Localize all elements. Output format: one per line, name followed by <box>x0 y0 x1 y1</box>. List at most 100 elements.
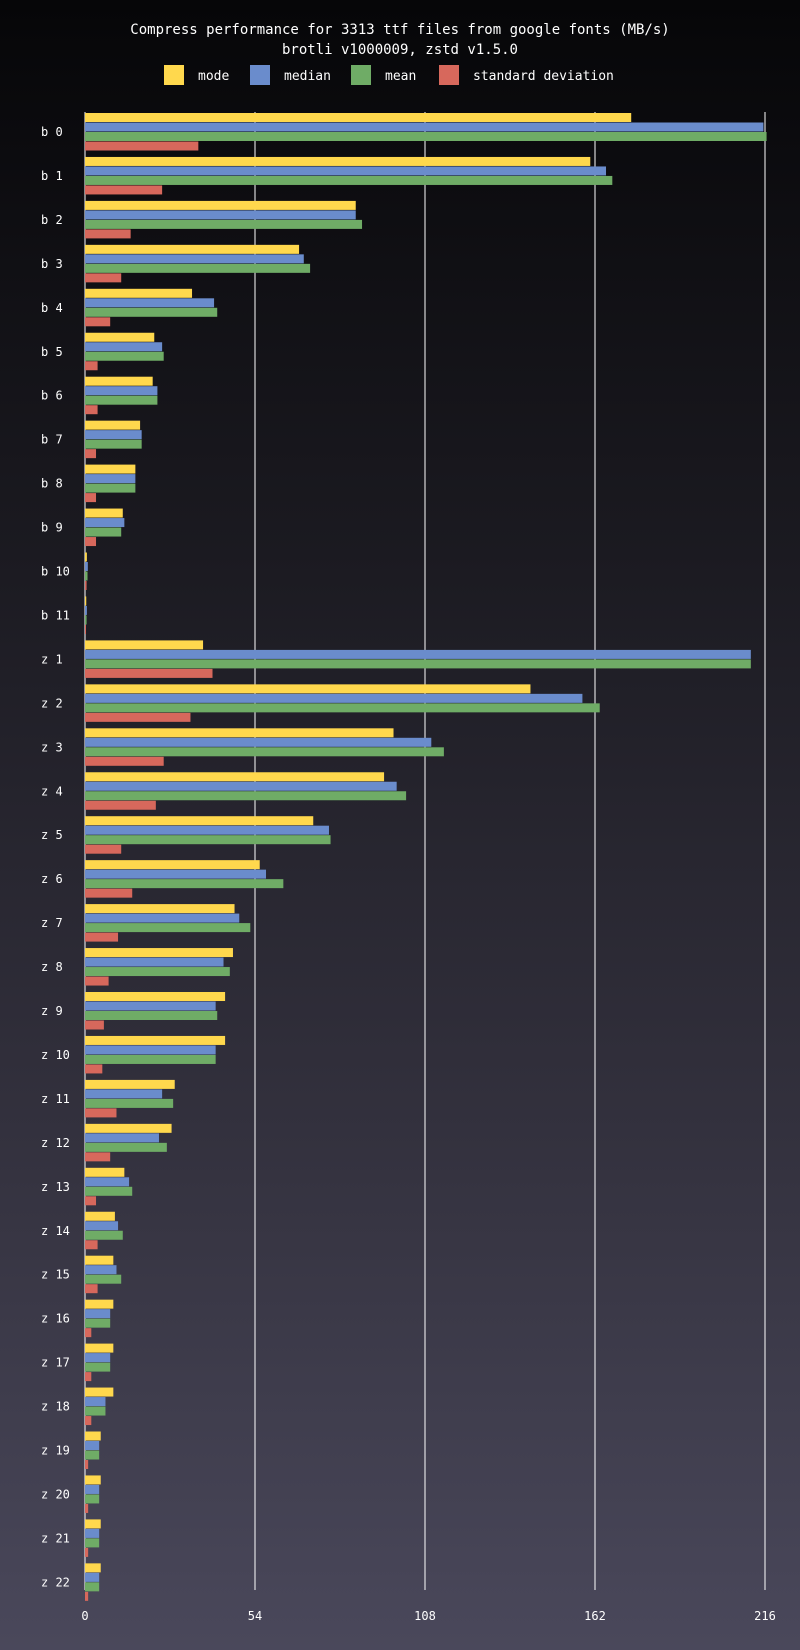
y-tick-label-30: z 19 <box>41 1444 70 1458</box>
bar-11-3 <box>85 624 86 634</box>
y-tick-label-7: b 7 <box>41 433 63 447</box>
bar-3-3 <box>85 273 122 283</box>
bar-0-3 <box>85 141 199 151</box>
bar-5-3 <box>85 361 98 371</box>
bar-12-1 <box>85 649 751 659</box>
x-tick-label-2: 108 <box>414 1609 436 1623</box>
bar-9-2 <box>85 527 122 537</box>
bar-1-3 <box>85 185 163 195</box>
bar-2-3 <box>85 229 131 239</box>
x-tick-label-3: 162 <box>584 1609 606 1623</box>
bar-18-3 <box>85 932 119 942</box>
bar-33-1 <box>85 1572 100 1582</box>
bar-12-2 <box>85 659 751 669</box>
bar-22-2 <box>85 1098 174 1108</box>
x-axis-labels: 0 54 108 162 216 <box>81 1609 775 1623</box>
bar-8-2 <box>85 483 136 493</box>
y-tick-label-17: z 6 <box>41 872 63 886</box>
bar-1-0 <box>85 156 591 166</box>
bar-15-0 <box>85 772 385 782</box>
y-tick-label-3: b 3 <box>41 257 63 271</box>
x-tick-label-4: 216 <box>754 1609 776 1623</box>
bar-27-1 <box>85 1309 111 1319</box>
bar-15-3 <box>85 800 156 810</box>
legend-label-1: median <box>284 69 331 84</box>
bar-14-3 <box>85 756 164 766</box>
bar-24-0 <box>85 1167 125 1177</box>
y-tick-label-31: z 20 <box>41 1487 70 1501</box>
bar-29-0 <box>85 1387 114 1397</box>
bar-24-2 <box>85 1186 133 1196</box>
bar-14-2 <box>85 747 444 757</box>
legend-label-3: standard deviation <box>473 69 614 84</box>
bar-33-0 <box>85 1563 101 1573</box>
bar-9-1 <box>85 518 125 528</box>
legend-swatch-0 <box>164 65 184 85</box>
y-tick-label-23: z 12 <box>41 1136 70 1150</box>
bar-19-0 <box>85 948 233 958</box>
bar-17-0 <box>85 860 260 870</box>
bar-2-1 <box>85 210 356 220</box>
bar-6-3 <box>85 405 98 415</box>
bar-25-0 <box>85 1211 115 1221</box>
bar-27-3 <box>85 1328 92 1338</box>
bar-6-2 <box>85 395 158 405</box>
bar-5-2 <box>85 351 164 361</box>
y-tick-label-2: b 2 <box>41 213 63 227</box>
y-tick-label-24: z 13 <box>41 1180 70 1194</box>
bar-0-0 <box>85 113 632 122</box>
bar-16-0 <box>85 816 314 826</box>
y-tick-label-15: z 4 <box>41 784 63 798</box>
bar-19-3 <box>85 976 109 986</box>
bar-5-1 <box>85 342 163 352</box>
y-tick-label-9: b 9 <box>41 521 63 535</box>
bar-32-3 <box>85 1547 89 1557</box>
bar-23-2 <box>85 1142 167 1152</box>
bar-4-1 <box>85 298 215 308</box>
bar-26-3 <box>85 1284 98 1294</box>
y-tick-label-22: z 11 <box>41 1092 70 1106</box>
x-tick-label-1: 54 <box>248 1609 262 1623</box>
bar-21-3 <box>85 1064 103 1074</box>
legend-swatch-1 <box>250 65 270 85</box>
bar-15-1 <box>85 781 397 791</box>
y-tick-label-11: b 11 <box>41 608 70 622</box>
bar-32-2 <box>85 1538 100 1548</box>
bar-16-3 <box>85 844 122 854</box>
bar-12-3 <box>85 668 213 678</box>
bar-32-1 <box>85 1528 100 1538</box>
bar-21-0 <box>85 1035 226 1045</box>
x-tick-label-0: 0 <box>81 1609 88 1623</box>
bar-23-3 <box>85 1152 111 1162</box>
y-tick-label-19: z 8 <box>41 960 63 974</box>
chart-subtitle: brotli v1000009, zstd v1.5.0 <box>282 42 518 58</box>
legend: mode median mean standard deviation <box>164 65 614 85</box>
y-tick-label-29: z 18 <box>41 1400 70 1414</box>
bar-5-0 <box>85 332 155 342</box>
bar-12-0 <box>85 640 204 650</box>
bar-14-0 <box>85 728 394 738</box>
bar-4-3 <box>85 317 111 327</box>
bar-10-0 <box>85 552 87 562</box>
bar-3-0 <box>85 244 300 254</box>
bar-29-3 <box>85 1416 92 1426</box>
bar-16-2 <box>85 835 331 845</box>
bar-20-3 <box>85 1020 104 1030</box>
y-tick-label-6: b 6 <box>41 389 63 403</box>
bar-25-3 <box>85 1240 98 1250</box>
bar-31-0 <box>85 1475 101 1485</box>
bar-20-0 <box>85 992 226 1001</box>
legend-label-0: mode <box>198 69 229 84</box>
bar-23-1 <box>85 1133 159 1143</box>
bar-18-1 <box>85 913 240 923</box>
bar-14-1 <box>85 737 432 747</box>
bar-22-0 <box>85 1079 175 1089</box>
bar-2-2 <box>85 219 363 229</box>
bar-9-0 <box>85 508 123 518</box>
bar-19-2 <box>85 967 230 977</box>
bar-30-3 <box>85 1460 89 1469</box>
bar-25-2 <box>85 1230 123 1240</box>
y-tick-label-12: z 1 <box>41 652 63 666</box>
y-tick-label-26: z 15 <box>41 1268 70 1282</box>
